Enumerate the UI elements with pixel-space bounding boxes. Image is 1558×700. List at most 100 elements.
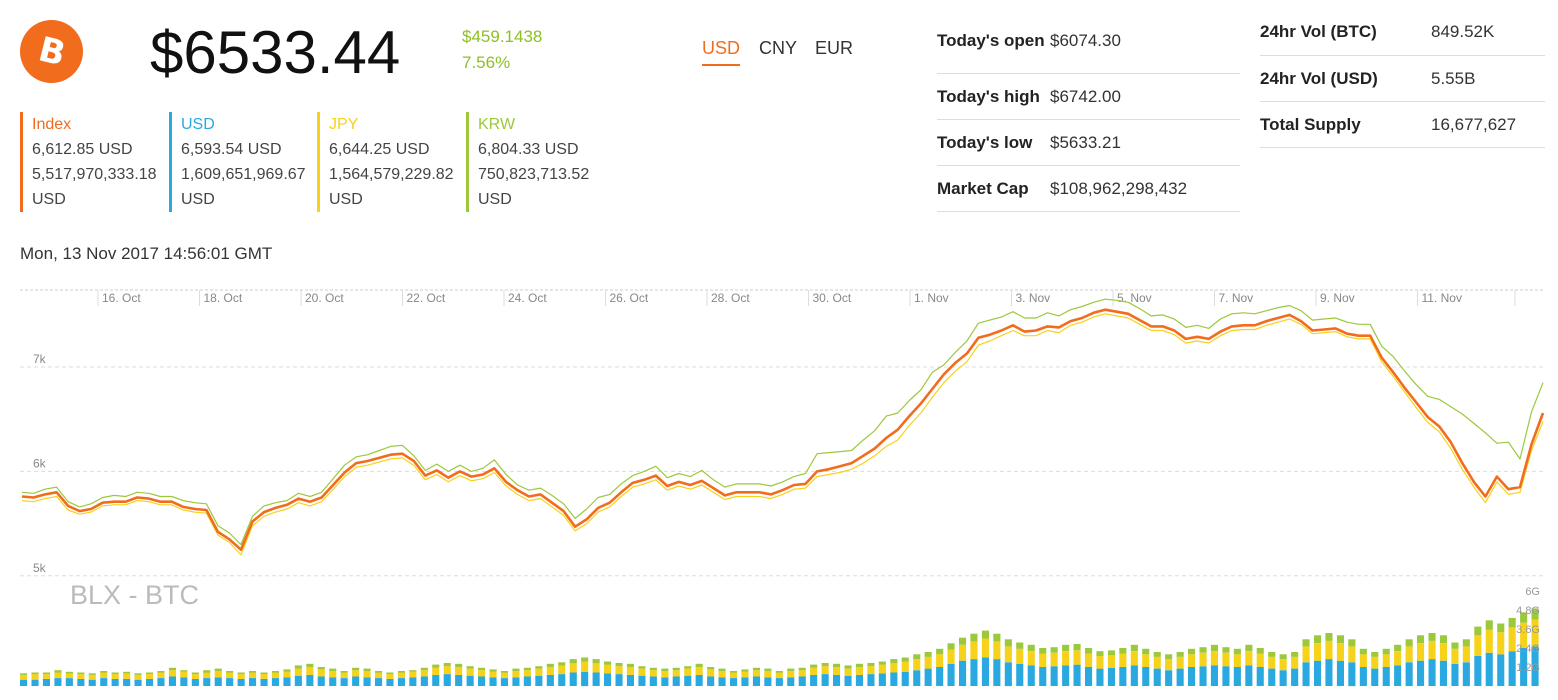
volume-bar-usd xyxy=(1222,666,1230,686)
volume-bar-usd xyxy=(1428,659,1436,686)
volume-bar-jpy xyxy=(375,672,383,678)
volume-bar-usd xyxy=(1107,667,1115,686)
volume-bar-krw xyxy=(959,637,967,645)
volume-bar-jpy xyxy=(1210,651,1218,666)
volume-bar-krw xyxy=(180,670,188,672)
volume-bar-usd xyxy=(615,674,623,686)
volume-bar-krw xyxy=(478,667,486,671)
volume-bar-jpy xyxy=(77,674,85,679)
volume-bar-krw xyxy=(1382,648,1390,655)
stats-left-panel: Today's open $6074.30 Today's high $6742… xyxy=(937,8,1240,212)
volume-bar-usd xyxy=(1520,648,1528,686)
volume-bar-krw xyxy=(672,667,680,671)
volume-bar-jpy xyxy=(959,644,967,661)
currency-tab-cny[interactable]: CNY xyxy=(759,38,798,58)
volume-bar-jpy xyxy=(741,671,749,678)
volume-bar-usd xyxy=(466,675,474,686)
volume-bar-usd xyxy=(798,676,806,686)
volume-bar-krw xyxy=(615,663,623,667)
volume-bar-jpy xyxy=(1508,627,1516,652)
volume-bar-jpy xyxy=(535,668,543,676)
volume-bar-krw xyxy=(890,659,898,664)
volume-bar-krw xyxy=(134,673,142,675)
volume-bar-krw xyxy=(1268,652,1276,657)
stat-value: $6742.00 xyxy=(1050,86,1121,106)
volume-bar-usd xyxy=(352,676,360,686)
volume-bar-jpy xyxy=(306,667,314,675)
volume-bar-usd xyxy=(168,676,176,686)
volume-bar-krw xyxy=(535,666,543,669)
volume-bar-krw xyxy=(924,652,932,657)
volume-bar-krw xyxy=(604,661,612,665)
volume-bar-krw xyxy=(695,663,703,667)
volume-bar-krw xyxy=(1497,623,1505,633)
volume-bar-usd xyxy=(752,676,760,686)
volume-bar-usd xyxy=(478,676,486,686)
volume-bar-jpy xyxy=(604,664,612,674)
stat-row-low: Today's low $5633.21 xyxy=(937,120,1240,166)
volume-bar-jpy xyxy=(123,673,131,679)
volume-bar-jpy xyxy=(707,669,715,677)
currency-tab-eur[interactable]: EUR xyxy=(815,38,854,58)
volume-bar-jpy xyxy=(1222,652,1230,667)
volume-bar-krw xyxy=(1279,654,1287,660)
volume-bar-krw xyxy=(707,667,715,670)
volume-bar-usd xyxy=(924,668,932,686)
volume-bar-krw xyxy=(1439,635,1447,644)
volume-bar-krw xyxy=(455,663,463,667)
volume-bar-usd xyxy=(1199,666,1207,686)
volume-bar-krw xyxy=(993,633,1001,642)
exchange-volume-unit: USD xyxy=(32,191,66,208)
volume-bar-usd xyxy=(867,674,875,686)
volume-bar-jpy xyxy=(1119,653,1127,667)
exchange-volume: 750,823,713.52 xyxy=(478,166,590,183)
volume-bar-krw xyxy=(798,667,806,671)
volume-bar-jpy xyxy=(180,671,188,678)
price-chart[interactable]: BLX - BTC 5k 6k 7k 16. Oct 18. Oct 20. Oct 22.… xyxy=(0,286,1558,700)
volume-bar-usd xyxy=(1176,668,1184,686)
exchange-price: 6,612.85 USD xyxy=(32,141,133,158)
volume-bar-krw xyxy=(1394,644,1402,652)
volume-bar-jpy xyxy=(1050,652,1058,667)
stat-value: $6074.30 xyxy=(1050,30,1121,50)
volume-bar-jpy xyxy=(1165,659,1173,671)
volume-bar-usd xyxy=(1153,668,1161,686)
exchange-price: 6,593.54 USD xyxy=(181,141,282,158)
volume-tick-label: 1.2G xyxy=(1516,662,1540,674)
volume-bar-usd xyxy=(375,678,383,686)
volume-bar-krw xyxy=(936,648,944,655)
exchange-price: 6,804.33 USD xyxy=(478,141,579,158)
volume-bar-usd xyxy=(123,678,131,686)
price-change: $459.1438 7.56% xyxy=(462,24,542,76)
volume-bar-krw xyxy=(867,663,875,667)
volume-bar-krw xyxy=(329,668,337,671)
volume-bar-jpy xyxy=(1233,654,1241,667)
volume-bar-usd xyxy=(317,676,325,686)
volume-bar-jpy xyxy=(752,670,760,677)
x-tick-label: 5. Nov xyxy=(1117,291,1152,305)
volume-bar-usd xyxy=(1325,659,1333,686)
volume-bar-jpy xyxy=(386,674,394,679)
volume-bar-usd xyxy=(42,678,50,686)
volume-bar-jpy xyxy=(478,670,486,677)
volume-bar-usd xyxy=(1027,665,1035,686)
volume-bar-usd xyxy=(1348,662,1356,687)
volume-bar-usd xyxy=(626,674,634,686)
volume-bar-usd xyxy=(294,675,302,686)
volume-bar-krw xyxy=(1085,648,1093,654)
volume-bar-jpy xyxy=(1142,654,1150,667)
volume-bar-jpy xyxy=(340,672,348,678)
volume-bar-usd xyxy=(855,674,863,686)
volume-bar-krw xyxy=(1451,642,1459,649)
exchange-name: Index xyxy=(32,116,72,133)
x-tick-label: 3. Nov xyxy=(1016,291,1051,305)
currency-tab-usd[interactable]: USD xyxy=(702,38,741,66)
volume-bar-krw xyxy=(626,663,634,667)
volume-bar-jpy xyxy=(1428,640,1436,660)
volume-bar-usd xyxy=(443,674,451,686)
volume-bar-krw xyxy=(638,666,646,669)
chart-watermark: BLX - BTC xyxy=(70,580,199,610)
volume-bar-krw xyxy=(741,669,749,672)
volume-bar-usd xyxy=(1210,665,1218,686)
stat-row-vol-usd: 24hr Vol (USD) 5.55B xyxy=(1260,56,1545,102)
